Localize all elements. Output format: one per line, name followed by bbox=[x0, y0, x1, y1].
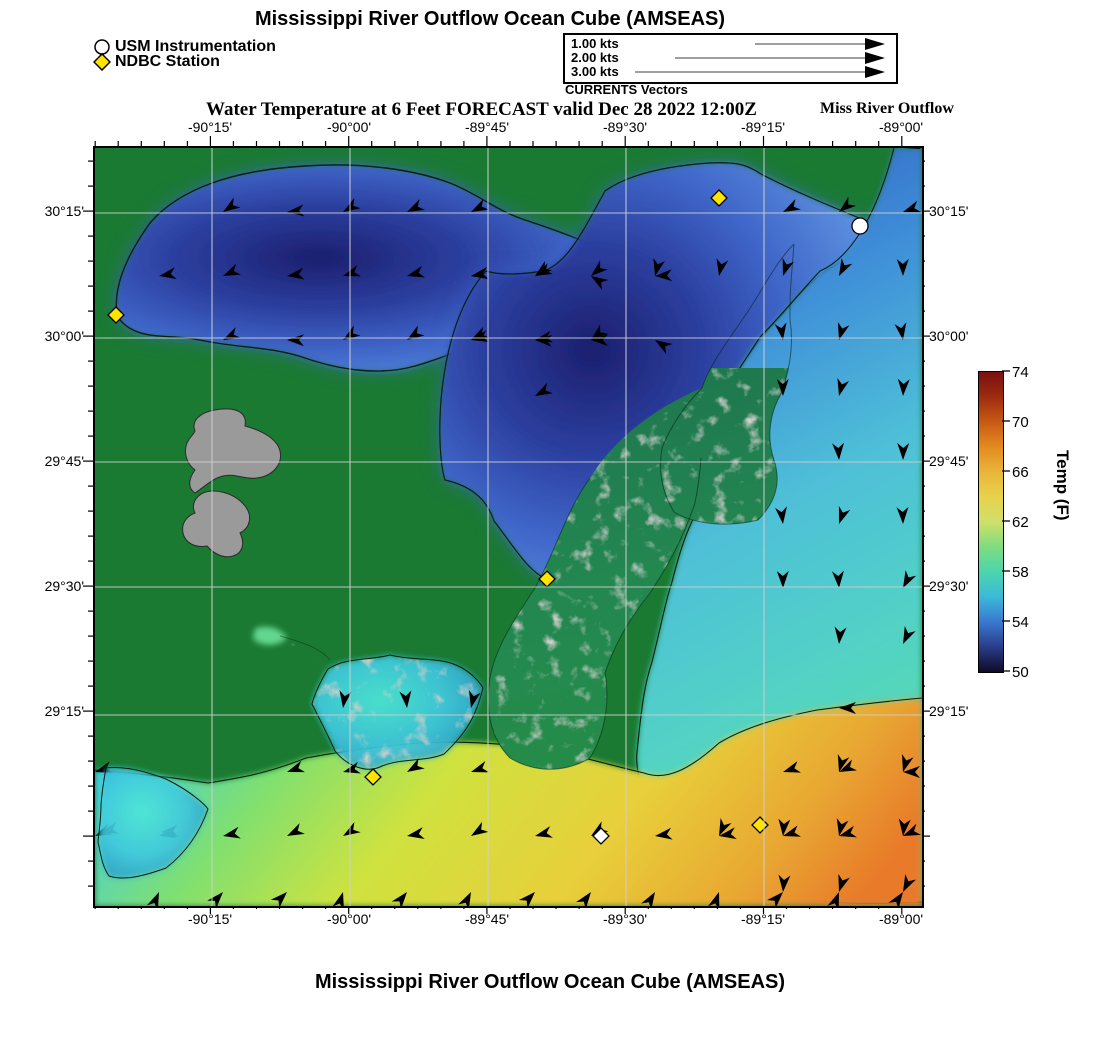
svg-text:30°15': 30°15' bbox=[929, 203, 968, 219]
svg-text:-89°15': -89°15' bbox=[741, 119, 785, 135]
svg-text:74: 74 bbox=[1012, 365, 1029, 381]
svg-text:29°30': 29°30' bbox=[45, 578, 84, 594]
svg-text:-90°00': -90°00' bbox=[327, 119, 371, 135]
svg-text:2.00 kts: 2.00 kts bbox=[571, 50, 619, 65]
svg-text:1.00 kts: 1.00 kts bbox=[571, 36, 619, 51]
svg-text:-90°00': -90°00' bbox=[327, 911, 371, 927]
svg-text:58: 58 bbox=[1012, 564, 1029, 581]
svg-text:70: 70 bbox=[1012, 414, 1029, 431]
svg-text:30°15': 30°15' bbox=[45, 203, 84, 219]
svg-text:-90°15': -90°15' bbox=[188, 119, 232, 135]
svg-text:3.00 kts: 3.00 kts bbox=[571, 64, 619, 79]
svg-text:29°45': 29°45' bbox=[45, 453, 84, 469]
svg-text:30°00': 30°00' bbox=[45, 328, 84, 344]
svg-text:66: 66 bbox=[1012, 464, 1029, 481]
svg-text:29°15': 29°15' bbox=[45, 703, 84, 719]
svg-text:62: 62 bbox=[1012, 514, 1029, 531]
svg-text:29°45': 29°45' bbox=[929, 453, 968, 469]
svg-text:50: 50 bbox=[1012, 664, 1029, 677]
svg-text:-89°45': -89°45' bbox=[465, 119, 509, 135]
svg-text:-89°00': -89°00' bbox=[879, 119, 923, 135]
svg-text:29°15': 29°15' bbox=[929, 703, 968, 719]
svg-text:54: 54 bbox=[1012, 614, 1029, 631]
svg-text:29°30': 29°30' bbox=[929, 578, 968, 594]
svg-text:-89°30': -89°30' bbox=[603, 119, 647, 135]
svg-text:-89°00': -89°00' bbox=[879, 911, 923, 927]
svg-text:-89°15': -89°15' bbox=[741, 911, 785, 927]
svg-text:-89°45': -89°45' bbox=[465, 911, 509, 927]
svg-text:30°00': 30°00' bbox=[929, 328, 968, 344]
svg-text:-89°30': -89°30' bbox=[603, 911, 647, 927]
svg-text:-90°15': -90°15' bbox=[188, 911, 232, 927]
